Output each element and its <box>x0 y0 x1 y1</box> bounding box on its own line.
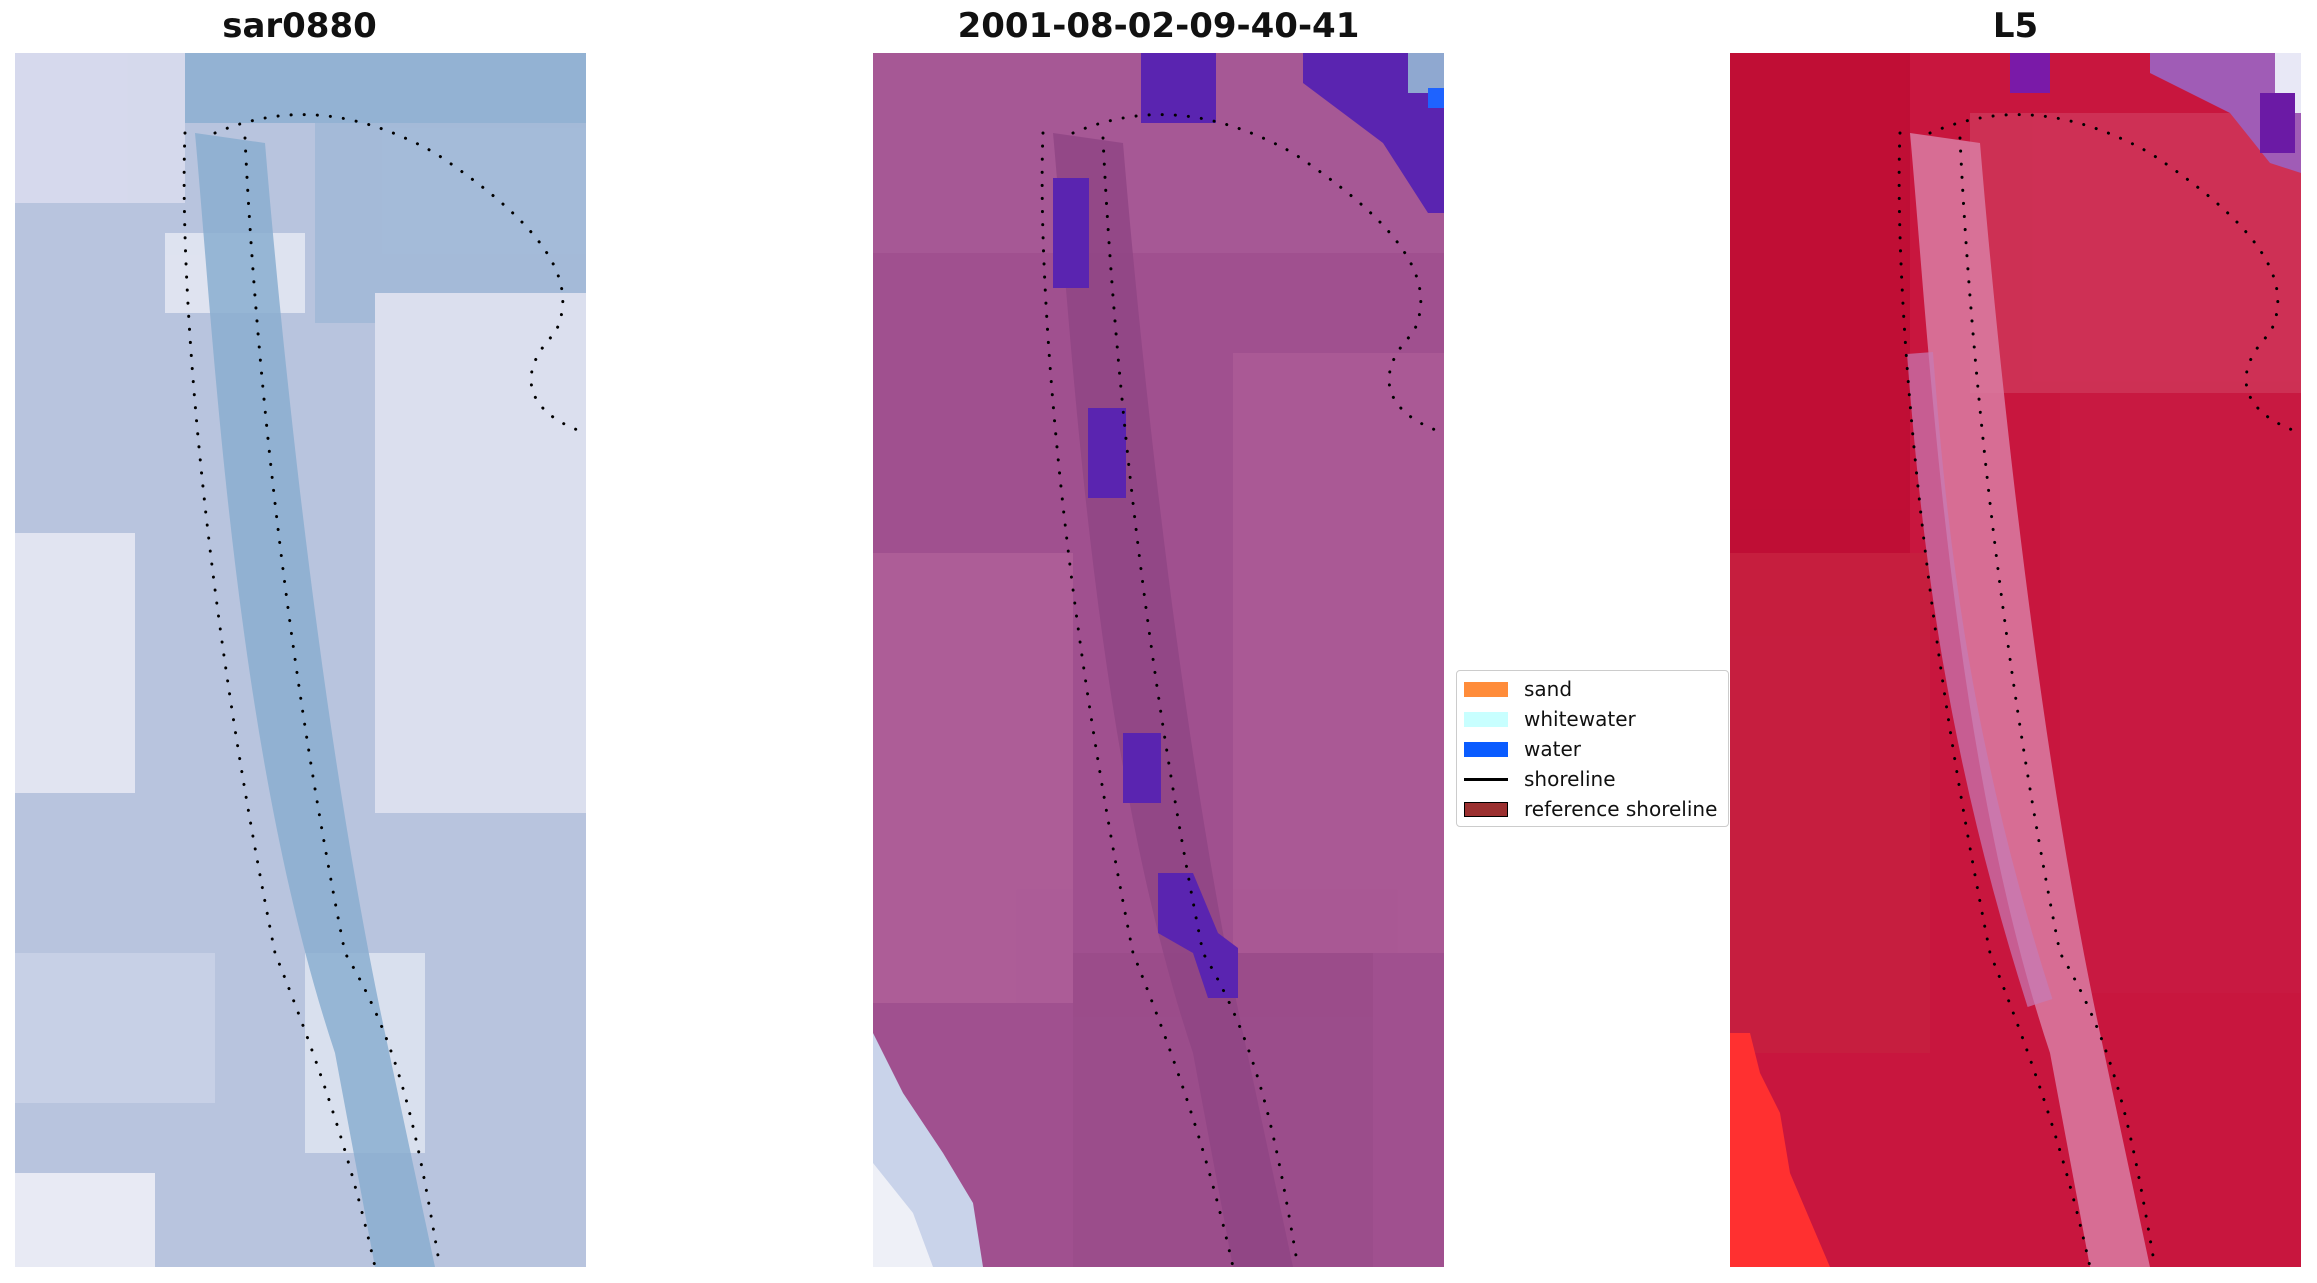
legend-label: whitewater <box>1524 707 1636 731</box>
legend-item-reference-shoreline: reference shoreline <box>1457 797 1717 821</box>
shoreline-path <box>1040 131 1235 1267</box>
index-image <box>1730 53 2301 1267</box>
index-image-panel <box>1730 53 2301 1267</box>
legend-label: reference shoreline <box>1524 797 1718 821</box>
legend-item-shoreline: shoreline <box>1457 767 1616 791</box>
panel-title-index: L5 <box>1992 6 2039 46</box>
rgb-image-panel <box>15 53 586 1267</box>
shoreline-path <box>1897 131 2092 1267</box>
panel-title-classified: 2001-08-02-09-40-41 <box>957 6 1360 46</box>
shoreline-line-swatch <box>1464 772 1508 787</box>
panel-title-rgb: sar0880 <box>222 6 377 46</box>
water-swatch <box>1464 741 1508 757</box>
shoreline-path <box>243 136 442 1267</box>
whitewater-swatch <box>1464 711 1508 727</box>
legend-item-sand: sand <box>1457 677 1572 701</box>
shoreline-path <box>1958 136 2157 1267</box>
legend: sand whitewater water shoreline referenc… <box>1456 670 1729 827</box>
legend-item-water: water <box>1457 737 1581 761</box>
shoreline-path <box>182 131 377 1267</box>
reference-shoreline-swatch <box>1464 801 1508 817</box>
classified-image <box>873 53 1444 1267</box>
legend-label: water <box>1524 737 1581 761</box>
classified-image-panel <box>873 53 1444 1267</box>
legend-label: shoreline <box>1524 767 1616 791</box>
rgb-image <box>15 53 586 1267</box>
shoreline-path <box>1101 136 1300 1267</box>
sand-swatch <box>1464 681 1508 697</box>
legend-item-whitewater: whitewater <box>1457 707 1636 731</box>
legend-label: sand <box>1524 677 1573 701</box>
